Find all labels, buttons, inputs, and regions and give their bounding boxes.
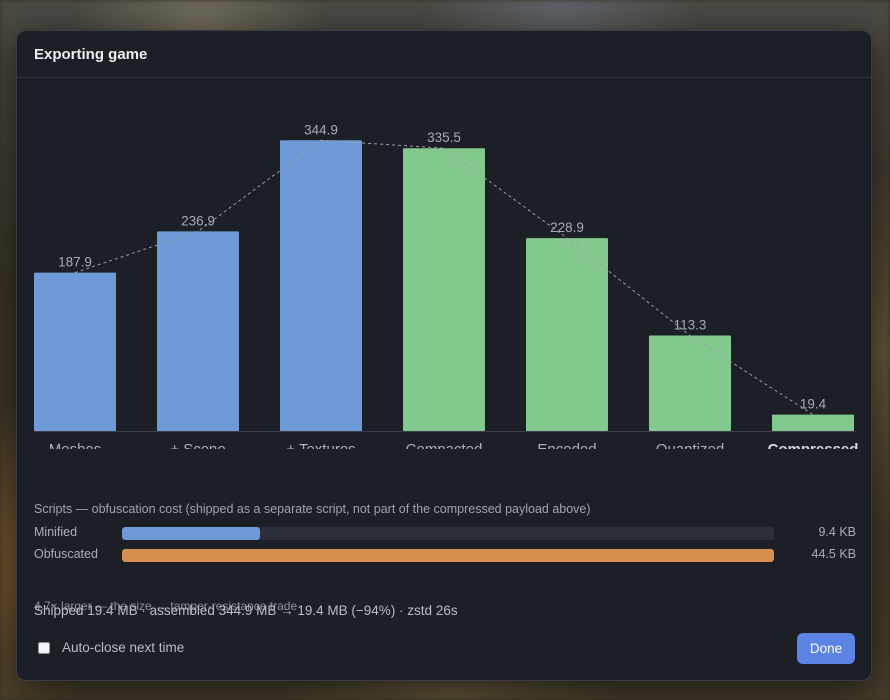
tick-label-textures: + Textures [286, 441, 355, 449]
value-label-textures: 344.9 [304, 122, 338, 137]
export-size-chart: 187.9 236.9 344.9 335.5 228.9 113.3 19.4 Meshes… [34, 122, 859, 449]
done-button[interactable]: Done [797, 633, 855, 664]
auto-close-checkbox[interactable] [38, 641, 50, 654]
obfuscated-row: Obfuscated 44.5 KB [34, 547, 856, 562]
minified-size: 9.4 KB [818, 525, 856, 539]
bar-meshes [34, 272, 116, 431]
tick-label-meshes: Meshes [49, 441, 102, 449]
auto-close-option[interactable]: Auto-close next time [38, 640, 184, 655]
tick-label-compacted: Compacted [406, 441, 483, 449]
value-label-compressed: 19.4 [800, 397, 827, 412]
scripts-section: Scripts — obfuscation cost (shipped as a… [34, 501, 856, 613]
value-label-quantized: 113.3 [674, 318, 707, 333]
dialog-title-bar: Exporting game [17, 31, 871, 78]
tick-label-encoded: Encoded [537, 441, 596, 449]
obfuscated-size: 44.5 KB [811, 547, 856, 561]
bar-quantized [649, 335, 731, 431]
export-dialog: Exporting game 187.9 236.9 344.9 335.5 228.9… [16, 30, 872, 681]
value-label-scene: 236.9 [181, 213, 215, 228]
minified-track [122, 527, 774, 540]
dialog-title: Exporting game [34, 45, 148, 63]
bar-textures [280, 140, 362, 431]
minified-row: Minified 9.4 KB [34, 525, 856, 540]
bar-encoded [526, 238, 608, 431]
auto-close-label[interactable]: Auto-close next time [62, 640, 185, 655]
bar-compressed [772, 414, 854, 431]
trend-line [74, 139, 814, 416]
export-summary: Shipped 19.4 MB · assembled 344.9 MB → 1… [34, 603, 458, 618]
scripts-caption: Scripts — obfuscation cost (shipped as a… [34, 502, 591, 516]
tick-label-quantized: Quantized [656, 441, 724, 449]
bar-compacted [403, 148, 485, 431]
obfuscated-fill [122, 549, 774, 562]
minified-label: Minified [34, 525, 78, 539]
value-label-compacted: 335.5 [427, 130, 461, 145]
tick-label-compressed: Compressed [768, 441, 859, 449]
obfuscated-track [122, 549, 774, 562]
tick-label-scene: + Scene [170, 441, 225, 449]
value-label-meshes: 187.9 [58, 255, 92, 270]
minified-fill [122, 527, 260, 540]
bar-scene [157, 231, 239, 431]
value-label-encoded: 228.9 [550, 220, 584, 235]
obfuscated-label: Obfuscated [34, 547, 98, 561]
tradeoff-note: 4.7× larger — the size ↔ tamper-resistan… [34, 599, 298, 613]
